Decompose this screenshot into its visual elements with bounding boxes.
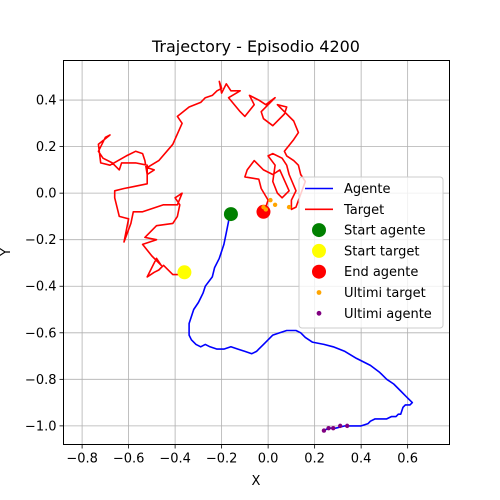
x-axis-label: X bbox=[252, 474, 261, 489]
last-target-point bbox=[287, 205, 291, 209]
legend-handle-marker bbox=[312, 265, 326, 279]
y-tick-label: −1.0 bbox=[25, 419, 57, 434]
last-agent-point bbox=[345, 424, 349, 428]
start-agent-marker bbox=[224, 207, 238, 221]
legend-label: Start agente bbox=[344, 224, 425, 239]
legend-handle-dot bbox=[317, 290, 322, 295]
last-agent-point bbox=[326, 426, 330, 430]
chart-title: Trajectory - Episodio 4200 bbox=[151, 37, 360, 56]
last-target-point bbox=[261, 205, 265, 209]
y-tick-label: 0.2 bbox=[36, 140, 57, 155]
y-axis-label: Y bbox=[0, 248, 14, 257]
legend-label: Target bbox=[343, 203, 384, 218]
legend-label: Start target bbox=[344, 244, 419, 259]
last-target-point bbox=[268, 198, 272, 202]
x-tick-label: 0.2 bbox=[304, 452, 325, 467]
legend-handle-dot bbox=[317, 311, 322, 316]
y-tick-label: 0.4 bbox=[36, 94, 57, 109]
y-tick-label: −0.6 bbox=[25, 326, 57, 341]
y-tick-label: −0.8 bbox=[25, 373, 57, 388]
y-tick-label: −0.2 bbox=[25, 233, 57, 248]
legend-label: Ultimi target bbox=[344, 286, 426, 301]
legend-label: Agente bbox=[344, 182, 390, 197]
last-target-point bbox=[273, 203, 277, 207]
x-tick-label: −0.2 bbox=[206, 452, 238, 467]
legend-label: End agente bbox=[344, 265, 418, 280]
last-agent-point bbox=[338, 424, 342, 428]
y-tick-label: −0.4 bbox=[25, 280, 57, 295]
legend-handle-marker bbox=[312, 244, 326, 258]
y-tick-label: 0.0 bbox=[36, 187, 57, 202]
x-tick-label: −0.8 bbox=[66, 452, 98, 467]
x-tick-label: 0.4 bbox=[351, 452, 372, 467]
x-tick-label: −0.4 bbox=[159, 452, 191, 467]
last-agent-point bbox=[322, 428, 326, 432]
x-tick-label: −0.6 bbox=[113, 452, 145, 467]
legend: Agente Target Start agente Start target End … bbox=[299, 177, 443, 328]
x-tick-label: 0.6 bbox=[397, 452, 418, 467]
legend-label: Ultimi agente bbox=[344, 307, 432, 322]
last-agent-point bbox=[331, 426, 335, 430]
start-target-marker bbox=[177, 265, 191, 279]
legend-handle-marker bbox=[312, 223, 326, 237]
x-tick-label: 0.0 bbox=[258, 452, 279, 467]
